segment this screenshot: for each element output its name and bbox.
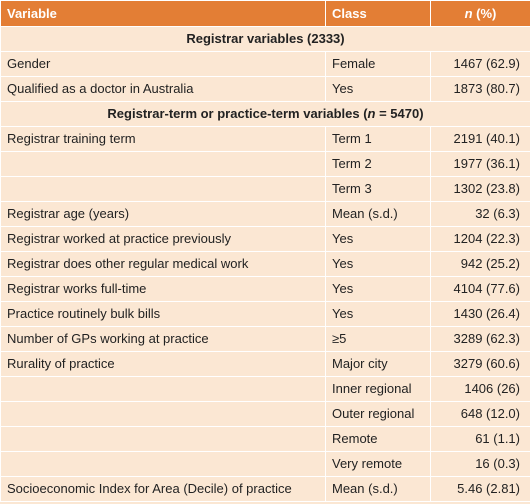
section-header-row: Registrar-term or practice-term variable… (0, 101, 530, 127)
cell-value: 1873 (80.7) (430, 76, 530, 102)
cell-variable (0, 426, 326, 452)
table-row: Term 2 1977 (36.1) (0, 151, 530, 177)
cell-variable (0, 151, 326, 177)
cell-class: Yes (325, 226, 431, 252)
cell-class: Term 3 (325, 176, 431, 202)
cell-variable: Registrar does other regular medical wor… (0, 251, 326, 277)
cell-value: 648 (12.0) (430, 401, 530, 427)
cell-value: 61 (1.1) (430, 426, 530, 452)
table-row: Registrar works full-time Yes 4104 (77.6) (0, 276, 530, 302)
table-row: Registrar does other regular medical wor… (0, 251, 530, 277)
table-row: Socioeconomic Index for Area (Decile) of… (0, 476, 530, 502)
cell-variable: Registrar worked at practice previously (0, 226, 326, 252)
cell-value: 32 (6.3) (430, 201, 530, 227)
cell-class: ≥5 (325, 326, 431, 352)
table-header: Variable Class n (%) (0, 0, 530, 27)
section-title: Registrar-term or practice-term variable… (0, 101, 530, 127)
cell-class: Yes (325, 251, 431, 277)
cell-variable (0, 401, 326, 427)
cell-value: 1204 (22.3) (430, 226, 530, 252)
cell-value: 4104 (77.6) (430, 276, 530, 302)
section-title-suffix: = 5470) (375, 106, 424, 121)
cell-variable: Socioeconomic Index for Area (Decile) of… (0, 476, 326, 502)
table-row: Gender Female 1467 (62.9) (0, 51, 530, 77)
cell-class: Major city (325, 351, 431, 377)
table-row: Term 3 1302 (23.8) (0, 176, 530, 202)
table-row: Very remote 16 (0.3) (0, 451, 530, 477)
cell-class: Term 2 (325, 151, 431, 177)
table-row: Practice routinely bulk bills Yes 1430 (26… (0, 301, 530, 327)
cell-variable: Number of GPs working at practice (0, 326, 326, 352)
section-header-row: Registrar variables (2333) (0, 26, 530, 52)
cell-value: 2191 (40.1) (430, 126, 530, 152)
cell-class: Outer regional (325, 401, 431, 427)
cell-variable: Gender (0, 51, 326, 77)
cell-class: Term 1 (325, 126, 431, 152)
cell-value: 1302 (23.8) (430, 176, 530, 202)
cell-value: 3289 (62.3) (430, 326, 530, 352)
cell-value: 5.46 (2.81) (430, 476, 530, 502)
cell-variable: Registrar works full-time (0, 276, 326, 302)
cell-class: Very remote (325, 451, 431, 477)
section-title-text: Registrar-term or practice-term variable… (107, 106, 368, 121)
cell-value: 16 (0.3) (430, 451, 530, 477)
table-row: Remote 61 (1.1) (0, 426, 530, 452)
cell-variable: Rurality of practice (0, 351, 326, 377)
cell-class: Yes (325, 76, 431, 102)
cell-value: 1430 (26.4) (430, 301, 530, 327)
cell-variable (0, 176, 326, 202)
section-title-text: Registrar variables (2333) (186, 31, 345, 46)
cell-variable: Registrar training term (0, 126, 326, 152)
cell-variable: Practice routinely bulk bills (0, 301, 326, 327)
cell-class: Inner regional (325, 376, 431, 402)
header-variable: Variable (0, 0, 326, 27)
cell-value: 1406 (26) (430, 376, 530, 402)
table-row: Rurality of practice Major city 3279 (60.6… (0, 351, 530, 377)
cell-value: 1977 (36.1) (430, 151, 530, 177)
table-row: Registrar worked at practice previously Y… (0, 226, 530, 252)
section-title: Registrar variables (2333) (0, 26, 530, 52)
table-row: Outer regional 648 (12.0) (0, 401, 530, 427)
section-title-italic: n (367, 106, 376, 121)
cell-class: Yes (325, 301, 431, 327)
table-body: Registrar variables (2333) Gender Female 14… (0, 26, 530, 502)
table-row: Registrar age (years) Mean (s.d.) 32 (6.3) (0, 201, 530, 227)
cell-value: 3279 (60.6) (430, 351, 530, 377)
header-class: Class (325, 0, 431, 27)
cell-value: 942 (25.2) (430, 251, 530, 277)
cell-class: Female (325, 51, 431, 77)
cell-class: Mean (s.d.) (325, 201, 431, 227)
cell-variable (0, 451, 326, 477)
cell-variable: Registrar age (years) (0, 201, 326, 227)
cell-variable: Qualified as a doctor in Australia (0, 76, 326, 102)
header-n-italic: n (464, 5, 473, 21)
header-n-percent: n (%) (430, 0, 530, 27)
cell-class: Remote (325, 426, 431, 452)
header-row: Variable Class n (%) (0, 0, 530, 27)
table-row: Qualified as a doctor in Australia Yes 187… (0, 76, 530, 102)
cell-class: Mean (s.d.) (325, 476, 431, 502)
cell-class: Yes (325, 276, 431, 302)
cell-value: 1467 (62.9) (430, 51, 530, 77)
table-row: Inner regional 1406 (26) (0, 376, 530, 402)
cell-variable (0, 376, 326, 402)
header-n-rest: (%) (472, 5, 497, 21)
table-row: Registrar training term Term 1 2191 (40.1) (0, 126, 530, 152)
table-row: Number of GPs working at practice ≥5 3289 … (0, 326, 530, 352)
